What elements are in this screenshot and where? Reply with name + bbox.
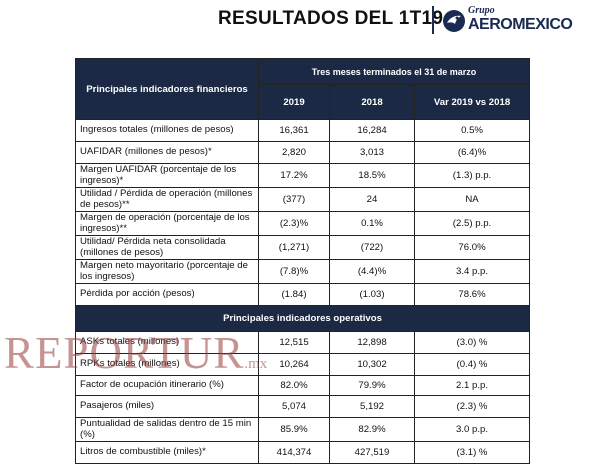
value-2018: 3,013 <box>329 141 415 164</box>
value-2019: 12,515 <box>258 331 330 354</box>
value-2019: (1.84) <box>258 283 330 306</box>
value-2018: 79.9% <box>329 375 415 396</box>
row-label: Margen UAFIDAR (porcentaje de los ingres… <box>75 163 259 188</box>
logo-brand-text: AEROMEXICO <box>468 16 573 33</box>
row-label: Ingresos totales (millones de pesos) <box>75 119 259 142</box>
row-label: Margen neto mayoritario (porcentaje de l… <box>75 259 259 284</box>
table-row: Pérdida por acción (pesos) (1.84) (1.03) 78… <box>75 283 531 306</box>
table-row: UAFIDAR (millones de pesos)* 2,820 3,013 (6… <box>75 141 531 164</box>
row-label: RPKs totales (millones) <box>75 353 259 376</box>
value-variation: (1.3) p.p. <box>413 163 531 188</box>
results-table: Principales indicadores financieros Tres… <box>74 58 531 464</box>
op-section-header: Principales indicadores operativos <box>74 305 531 332</box>
row-label: Litros de combustible (miles)* <box>75 441 259 464</box>
aeromexico-logo: Grupo AEROMEXICO <box>438 5 588 37</box>
period-header-row: Principales indicadores financieros Tres… <box>75 58 531 120</box>
value-variation: (6.4)% <box>413 141 531 164</box>
value-variation: 78.6% <box>413 283 531 306</box>
value-2019: 16,361 <box>258 119 330 142</box>
value-2018: 0.1% <box>329 211 415 236</box>
op-section-header-row: Principales indicadores operativos <box>74 305 531 332</box>
table-row: Utilidad/ Pérdida neta consolidada (mill… <box>75 235 531 260</box>
row-label: Factor de ocupación itinerario (%) <box>75 375 259 396</box>
results-table-body: Principales indicadores financieros Tres… <box>74 58 531 464</box>
value-2019: 82.0% <box>258 375 330 396</box>
value-2018: (722) <box>329 235 415 260</box>
title-separator <box>432 6 434 34</box>
table-row: Margen de operación (porcentaje de los i… <box>75 211 531 236</box>
value-variation: (2.3) % <box>413 395 531 418</box>
col-header-var: Var 2019 vs 2018 <box>413 84 531 120</box>
column-header-row: 2019 2018 Var 2019 vs 2018 <box>76 84 531 120</box>
value-2019: 5,074 <box>258 395 330 418</box>
value-2019: 2,820 <box>258 141 330 164</box>
table-row: Utilidad / Pérdida de operación (millone… <box>75 187 531 212</box>
table-row: Litros de combustible (miles)* 414,374 427… <box>75 441 531 464</box>
table-row: Ingresos totales (millones de pesos) 16,3… <box>75 119 531 142</box>
table-row: RPKs totales (millones) 10,264 10,302 (0.4)… <box>75 353 531 376</box>
value-2019: 17.2% <box>258 163 330 188</box>
row-label: ASKs totales (millones) <box>75 331 259 354</box>
value-2019: 10,264 <box>258 353 330 376</box>
value-2018: 24 <box>329 187 415 212</box>
value-variation: 2.1 p.p. <box>413 375 531 396</box>
row-label: Utilidad / Pérdida de operación (millone… <box>75 187 259 212</box>
value-variation: (3.1) % <box>413 441 531 464</box>
row-label: Pasajeros (miles) <box>75 395 259 418</box>
value-variation: 3.0 p.p. <box>413 417 531 442</box>
table-row: Puntualidad de salidas dentro de 15 min … <box>75 417 531 442</box>
value-2018: 18.5% <box>329 163 415 188</box>
value-2018: 16,284 <box>329 119 415 142</box>
value-2019: (2.3)% <box>258 211 330 236</box>
page-title: RESULTADOS DEL 1T19 <box>218 8 444 29</box>
fin-section-header: Principales indicadores financieros <box>75 58 259 120</box>
row-label: Margen de operación (porcentaje de los i… <box>75 211 259 236</box>
value-variation: 76.0% <box>413 235 531 260</box>
value-2018: 5,192 <box>329 395 415 418</box>
eagle-knight-icon <box>443 10 465 32</box>
value-2019: (377) <box>258 187 330 212</box>
value-2019: (1,271) <box>258 235 330 260</box>
value-2019: (7.8)% <box>258 259 330 284</box>
table-row: Pasajeros (miles) 5,074 5,192 (2.3) % <box>75 395 531 418</box>
table-row: Margen UAFIDAR (porcentaje de los ingres… <box>75 163 531 188</box>
value-2019: 85.9% <box>258 417 330 442</box>
period-header: Tres meses terminados el 31 de marzo <box>257 58 531 85</box>
table-row: Margen neto mayoritario (porcentaje de l… <box>75 259 531 284</box>
value-2018: (4.4)% <box>329 259 415 284</box>
col-header-2018: 2018 <box>329 84 415 120</box>
logo-grupo-text: Grupo <box>468 5 495 16</box>
value-variation: 3.4 p.p. <box>413 259 531 284</box>
value-2018: (1.03) <box>329 283 415 306</box>
value-variation: NA <box>413 187 531 212</box>
page-header: RESULTADOS DEL 1T19 Grupo AEROMEXICO <box>0 0 600 40</box>
value-2018: 12,898 <box>329 331 415 354</box>
table-row: Factor de ocupación itinerario (%) 82.0% 7… <box>75 375 531 396</box>
value-variation: (3.0) % <box>413 331 531 354</box>
row-label: Pérdida por acción (pesos) <box>75 283 259 306</box>
value-2018: 82.9% <box>329 417 415 442</box>
value-2018: 427,519 <box>329 441 415 464</box>
value-2019: 414,374 <box>258 441 330 464</box>
table-row: ASKs totales (millones) 12,515 12,898 (3.0)… <box>75 331 531 354</box>
row-label: Puntualidad de salidas dentro de 15 min … <box>75 417 259 442</box>
row-label: Utilidad/ Pérdida neta consolidada (mill… <box>75 235 259 260</box>
value-2018: 10,302 <box>329 353 415 376</box>
value-variation: (2.5) p.p. <box>413 211 531 236</box>
value-variation: 0.5% <box>413 119 531 142</box>
row-label: UAFIDAR (millones de pesos)* <box>75 141 259 164</box>
value-variation: (0.4) % <box>413 353 531 376</box>
col-header-2019: 2019 <box>258 84 330 120</box>
